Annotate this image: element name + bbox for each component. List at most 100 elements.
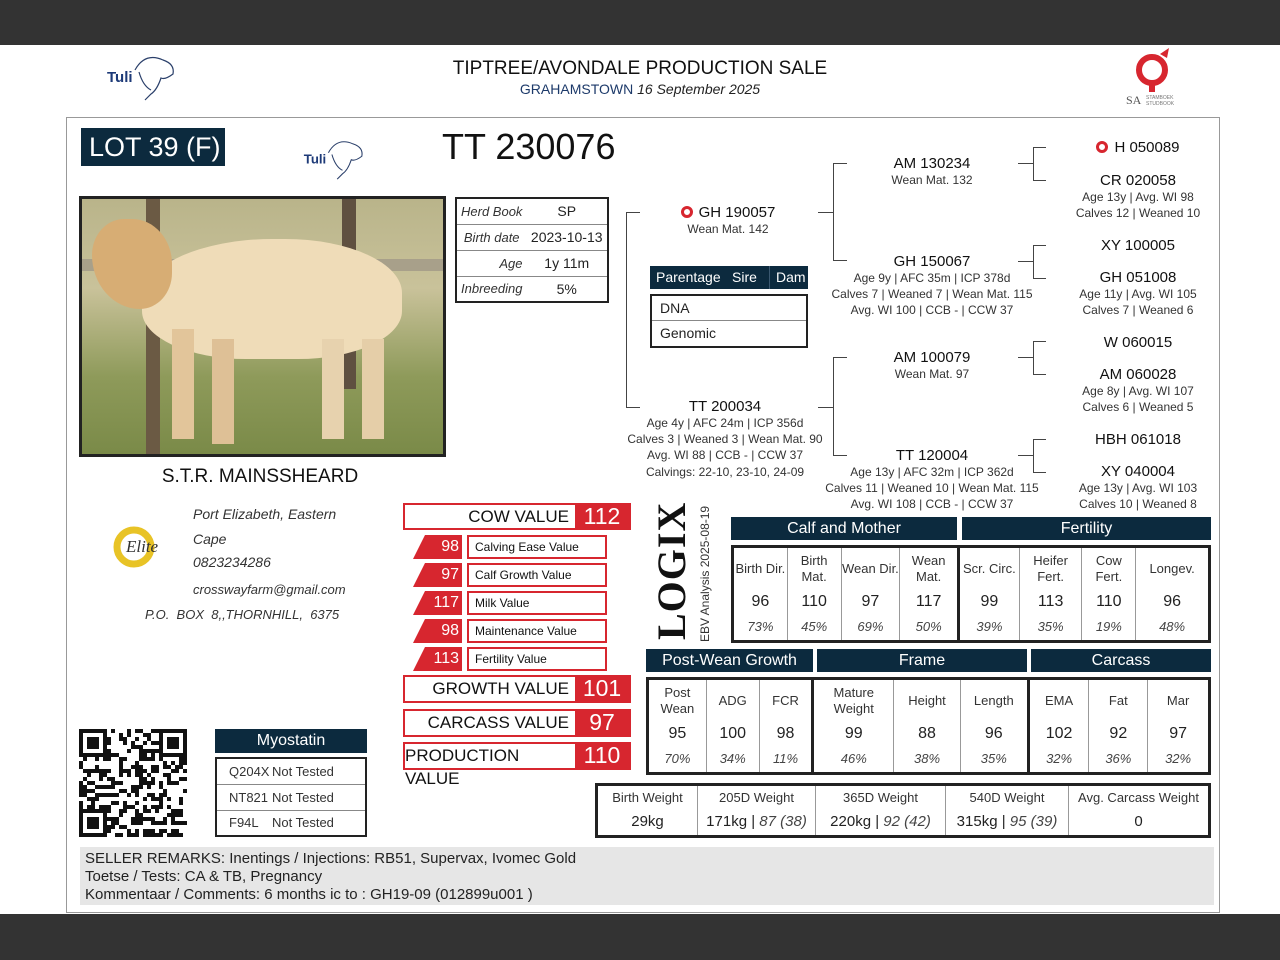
weight-cell: 365D Weight 220kg | 92 (42): [815, 786, 945, 835]
ebv-col: Post Wean 95 70%: [648, 679, 707, 774]
pedigree-detail: Calves 3 | Weaned 3 | Wean Mat. 90: [627, 432, 823, 446]
ebv-label: EMA: [1044, 693, 1074, 708]
sale-subtitle: GRAHAMSTOWN 16 September 2025: [340, 81, 940, 97]
pedigree-connector: [1033, 472, 1046, 473]
info-label: Age: [456, 250, 527, 277]
pedigree-id: GH 150067: [893, 253, 971, 270]
info-value: 2023-10-13: [526, 224, 608, 251]
ebv-label: Birth Mat.: [800, 553, 828, 584]
weight-sep: |: [871, 813, 884, 830]
ebv-col: Heifer Fert. 113 35%: [1018, 546, 1082, 642]
sub-value-number: 97: [413, 563, 462, 587]
weight-value: 171kg | 87 (38): [698, 810, 815, 834]
svg-text:SA: SA: [1126, 93, 1142, 107]
parentage-dam: Dam: [776, 269, 806, 285]
ebv-value: 110: [1096, 593, 1122, 610]
pedigree-detail: Age 8y | Avg. WI 107: [1082, 384, 1194, 398]
ebv-accuracy: 70%: [664, 751, 691, 766]
sa-studbook-logo: SA STAMBOEK STUDBOOK: [1125, 46, 1187, 108]
info-value: SP: [526, 198, 608, 225]
ebv-accuracy: 45%: [801, 619, 828, 634]
pedigree-connector: [1033, 147, 1046, 148]
cow-value: COW VALUE 112: [403, 503, 631, 530]
ebv-label: Birth Dir.: [735, 561, 786, 576]
pedigree-detail: Calves 10 | Weaned 8: [1079, 497, 1197, 511]
info-label: Herd Book: [456, 198, 527, 225]
sub-value: 113 Fertility Value: [413, 647, 607, 671]
pedigree-sire: GH 190057 Wean Mat. 142: [608, 204, 848, 237]
pedigree-detail: Avg. WI 88 | CCB - | CCW 37: [646, 448, 804, 462]
ebv-accuracy: 46%: [840, 751, 867, 766]
pedigree-id: CR 020058: [1100, 172, 1176, 189]
pedigree-id: XY 040004: [1101, 463, 1175, 480]
pedigree-connector: [1033, 245, 1046, 246]
ebv-label: ADG: [718, 693, 747, 708]
pedigree-connector: [1033, 147, 1034, 180]
production-value-label: PRODUCTION VALUE: [405, 746, 520, 788]
ebv-accuracy: 38%: [914, 751, 941, 766]
seller-remarks: SELLER REMARKS: Inentings / Injections: …: [80, 847, 1214, 905]
pedigree-detail: Calves 7 | Weaned 6: [1082, 303, 1194, 317]
seller-email: crosswayfarm@gmail.com: [193, 582, 346, 597]
svg-text:STAMBOEK: STAMBOEK: [1146, 95, 1174, 101]
ebv-label: Mature Weight: [833, 685, 874, 716]
ebv-accuracy: 36%: [1105, 751, 1132, 766]
weight-kg: 29kg: [631, 813, 664, 830]
ebv-col: Height 88 38%: [893, 678, 961, 774]
pedigree-dss: W 060015: [1018, 334, 1258, 351]
pedigree-sd: GH 150067 Age 9y | AFC 35m | ICP 378d Calv…: [812, 253, 1052, 318]
pedigree-detail: Avg. WI 100 | CCB - | CCW 37: [850, 303, 1014, 317]
ebv-value: 99: [980, 593, 999, 610]
info-row: Herd Book SP: [456, 198, 608, 225]
seller-address-line1: Port Elizabeth, Eastern: [193, 506, 337, 522]
pedigree-connector: [1033, 341, 1046, 342]
pedigree-detail: Calves 12 | Weaned 10: [1075, 206, 1201, 220]
parentage-sire: Sire: [732, 266, 770, 289]
ebv-table: Birth Dir. 96 73% Birth Mat. 110 45% Wean Dir.…: [731, 545, 1211, 643]
pedigree-id: AM 100079: [893, 349, 971, 366]
ebv-group-header: Carcass: [1031, 649, 1211, 672]
remarks-injections: Inentings / Injections: RB51, Supervax, …: [229, 850, 577, 867]
logix-logo: LOGIX: [649, 501, 694, 640]
pedigree-detail: Age 13y | AFC 32m | ICP 362d: [850, 465, 1014, 479]
info-value: 5%: [526, 276, 608, 303]
ebv-label: FCR: [772, 693, 799, 708]
ebv-label: Post Wean: [660, 685, 695, 716]
ebv-accuracy: 48%: [1159, 619, 1186, 634]
pedigree-ss: AM 130234 Wean Mat. 132: [812, 155, 1052, 188]
pedigree-connector: [1033, 374, 1046, 375]
pedigree-id: XY 100005: [1101, 237, 1175, 254]
ebv-accuracy: 35%: [980, 751, 1007, 766]
weight-kg: 0: [1134, 813, 1143, 830]
qr-code[interactable]: [79, 729, 187, 837]
pedigree-name: GH 190057: [608, 204, 848, 221]
lot-card: [66, 117, 1220, 913]
myostatin-gene: F94L: [216, 810, 272, 837]
production-value-number: 110: [575, 742, 629, 770]
ebv-group-header: Calf and Mother: [731, 517, 957, 540]
info-table: Herd Book SP Birth date 2023-10-13 Age 1y 11m…: [455, 197, 609, 303]
remarks-label: SELLER REMARKS:: [85, 850, 226, 867]
ebv-col: Length 96 35%: [959, 678, 1029, 774]
pedigree-id: TT 200034: [688, 398, 762, 415]
carcass-value-number: 97: [575, 709, 629, 737]
ebv-col: ADG 100 34%: [705, 678, 760, 774]
ebv-label: Wean Dir.: [841, 561, 899, 576]
pedigree-name: W 060015: [1018, 334, 1258, 351]
ebv-label: Mar: [1166, 693, 1190, 708]
weight-ebv: 95 (39): [1009, 813, 1058, 830]
ebv-value: 100: [719, 725, 747, 742]
parentage-header: Parentage Sire Dam: [650, 266, 808, 289]
sub-value-label: Fertility Value: [467, 647, 607, 671]
weight-label: Birth Weight: [612, 790, 683, 805]
weight-value: 29kg: [598, 810, 697, 834]
parentage-label: Parentage: [656, 269, 721, 285]
ebv-accuracy: 35%: [1037, 619, 1064, 634]
info-label: Birth date: [456, 224, 527, 251]
ebv-accuracy: 19%: [1095, 619, 1122, 634]
pedigree-dam: TT 200034 Age 4y | AFC 24m | ICP 356d Calv…: [605, 398, 845, 463]
ebv-accuracy: 34%: [719, 751, 746, 766]
sale-date: 16 September 2025: [637, 81, 761, 97]
ebv-value: 96: [1163, 593, 1181, 610]
pedigree-detail: Calves 6 | Weaned 5: [1082, 400, 1194, 414]
